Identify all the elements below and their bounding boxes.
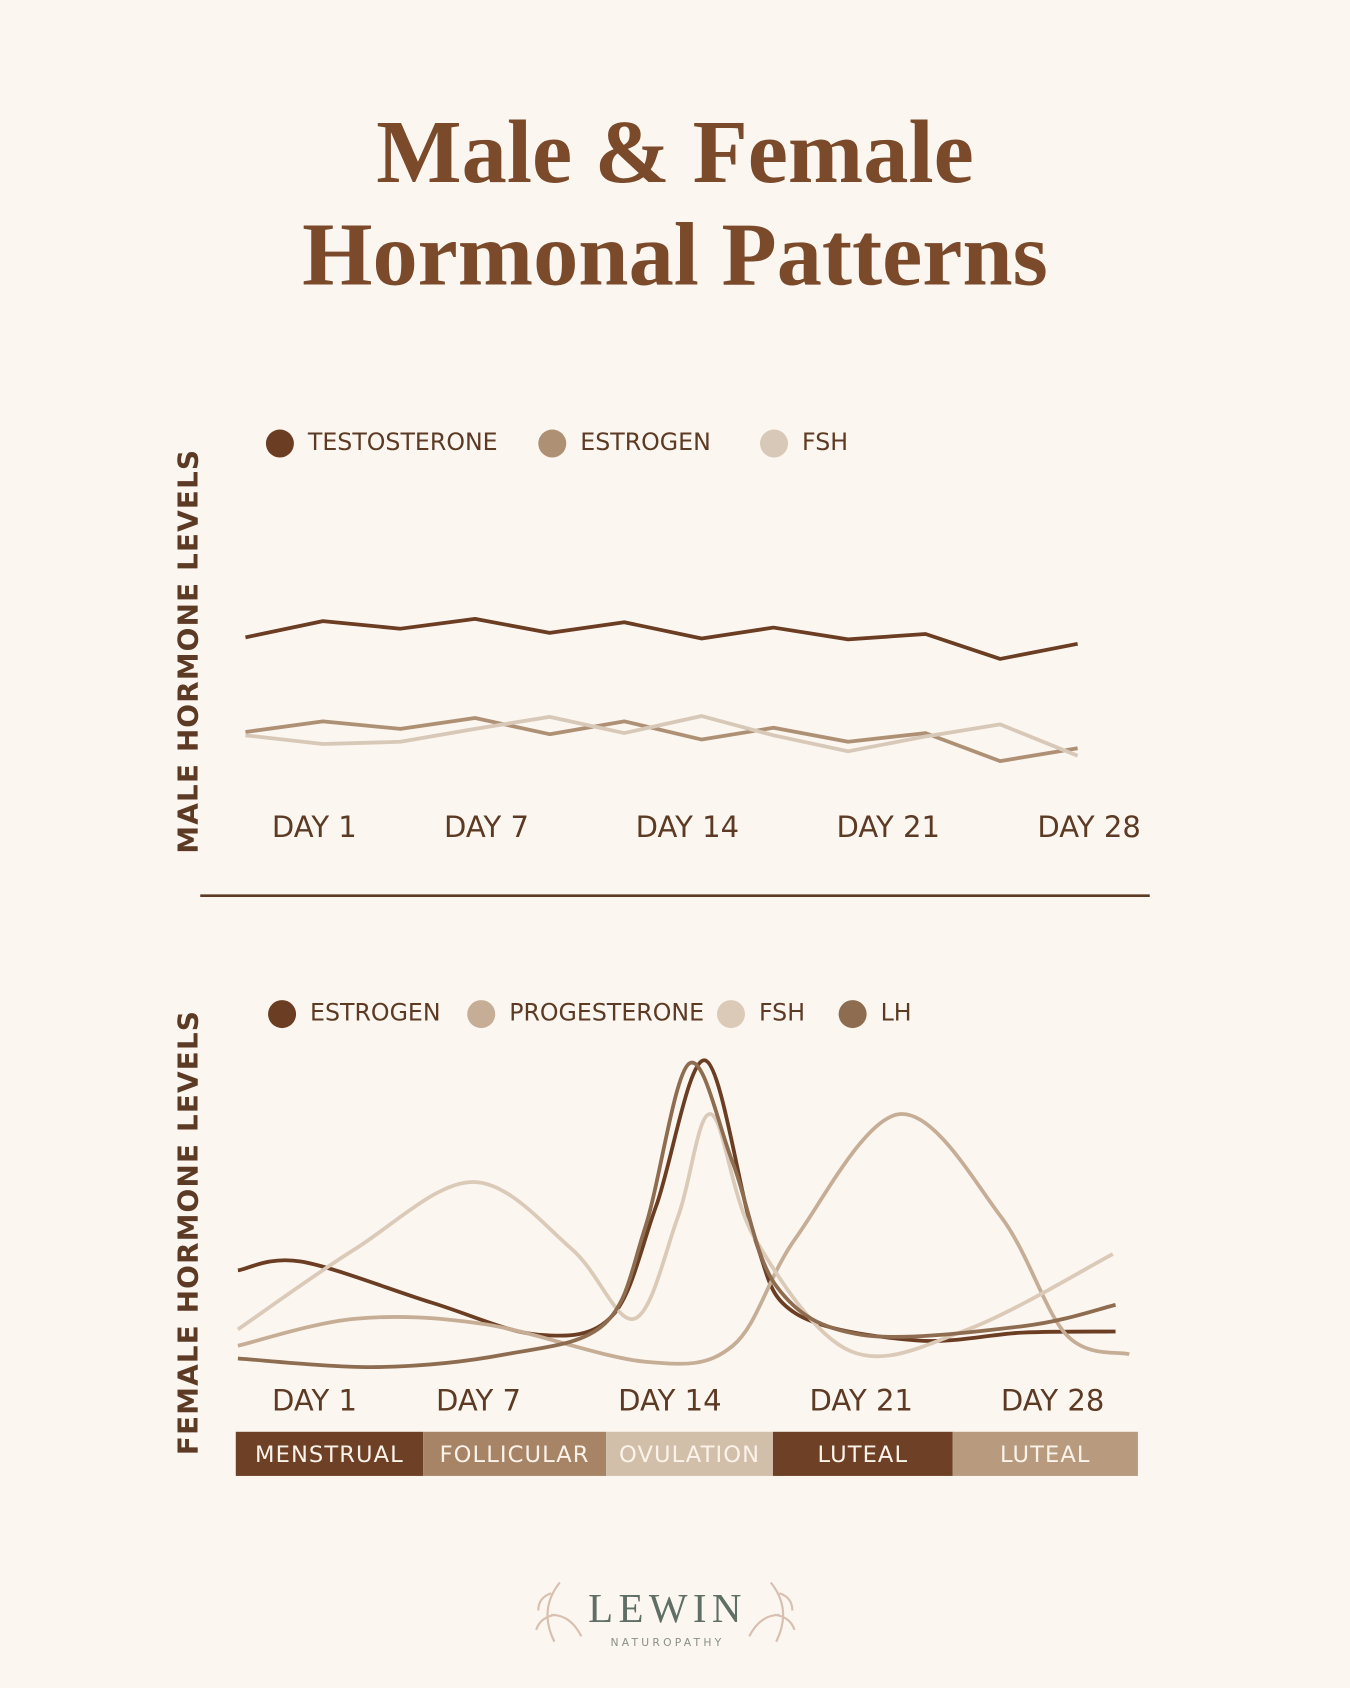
phase-band bbox=[235, 1431, 424, 1476]
series-line bbox=[237, 1112, 1130, 1366]
logo-leaf bbox=[748, 1581, 796, 1643]
phase-label: OVULATION bbox=[619, 1442, 760, 1468]
title-line: Male & Female bbox=[376, 101, 973, 202]
legend-label: ESTROGEN bbox=[310, 999, 441, 1027]
phase-label: MENSTRUAL bbox=[255, 1442, 404, 1468]
x-tick-label: DAY 14 bbox=[636, 810, 739, 844]
legend-label: ESTROGEN bbox=[580, 428, 711, 456]
x-tick-label: DAY 1 bbox=[272, 810, 357, 844]
x-tick-label: DAY 28 bbox=[1001, 1384, 1104, 1418]
x-tick-label: DAY 21 bbox=[810, 1384, 913, 1418]
series-line bbox=[245, 617, 1078, 661]
series-line bbox=[237, 1060, 1116, 1369]
x-tick-label: DAY 28 bbox=[1037, 810, 1140, 844]
logo-tagline: NATUROPATHY bbox=[610, 1636, 724, 1649]
legend-label: FSH bbox=[802, 428, 848, 456]
phase-label: LUTEAL bbox=[818, 1442, 909, 1468]
y-axis-label: FEMALE HORMONE LEVELS bbox=[171, 1010, 204, 1455]
phase-label: LUTEAL bbox=[1000, 1442, 1091, 1468]
x-tick-label: DAY 7 bbox=[436, 1384, 521, 1418]
legend-label: FSH bbox=[759, 999, 805, 1027]
series-line bbox=[237, 1058, 1116, 1343]
phase-band bbox=[423, 1431, 607, 1476]
phase-label: FOLLICULAR bbox=[440, 1442, 590, 1468]
series-line bbox=[245, 714, 1079, 758]
x-tick-label: DAY 7 bbox=[444, 810, 529, 844]
phase-band bbox=[952, 1431, 1138, 1476]
logo-leaf bbox=[535, 1581, 583, 1643]
x-tick-label: DAY 14 bbox=[618, 1384, 721, 1418]
phase-band bbox=[772, 1431, 953, 1476]
title-line: Hormonal Patterns bbox=[302, 204, 1048, 305]
legend-swatch bbox=[716, 1000, 745, 1029]
legend-label: TESTOSTERONE bbox=[307, 428, 498, 456]
series-line bbox=[245, 716, 1078, 763]
phase-band bbox=[606, 1431, 773, 1476]
legend-swatch bbox=[268, 1000, 297, 1029]
logo: LEWIN NATUROPATHY bbox=[535, 1581, 796, 1649]
legend-swatch bbox=[265, 429, 294, 458]
legend-swatch bbox=[467, 1000, 496, 1029]
logo-name: LEWIN bbox=[588, 1586, 747, 1631]
legend-label: LH bbox=[881, 999, 912, 1027]
x-tick-label: DAY 1 bbox=[272, 1384, 357, 1418]
legend-swatch bbox=[538, 429, 567, 458]
legend-swatch bbox=[760, 429, 789, 458]
legend-label: PROGESTERONE bbox=[509, 999, 704, 1027]
y-axis-label: MALE HORMONE LEVELS bbox=[171, 449, 204, 854]
legend-swatch bbox=[838, 1000, 867, 1029]
series-line bbox=[236, 1112, 1114, 1359]
x-tick-label: DAY 21 bbox=[837, 810, 940, 844]
